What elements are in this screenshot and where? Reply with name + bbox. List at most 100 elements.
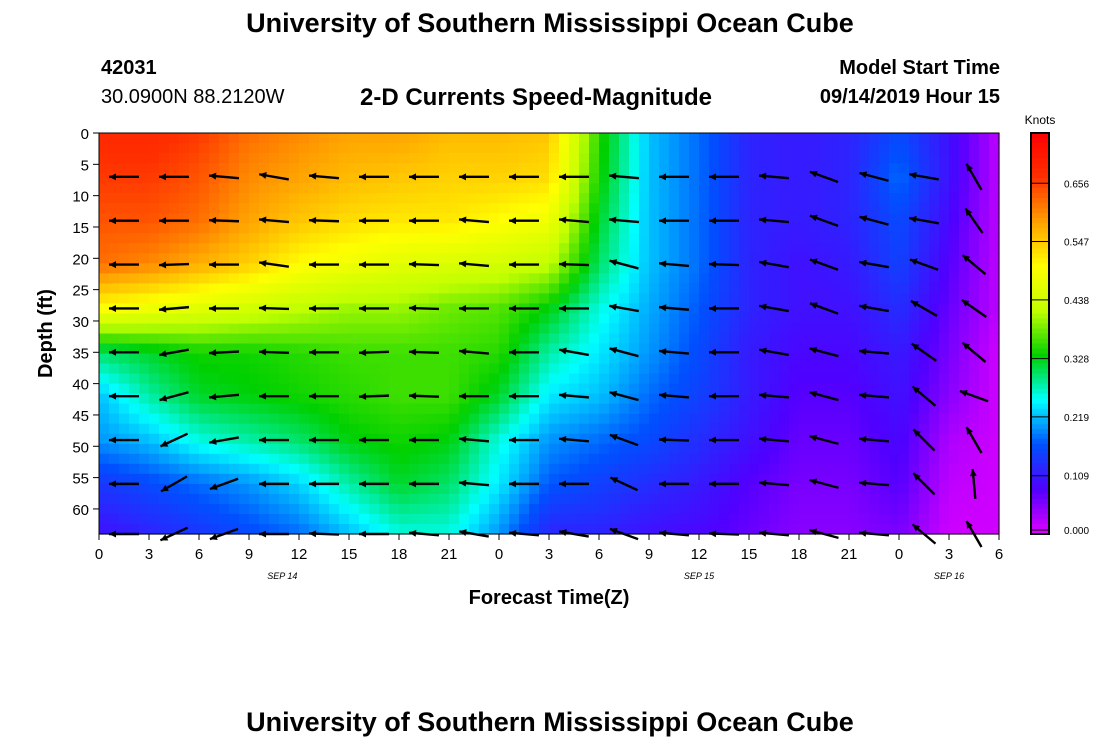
heatmap-cell — [359, 253, 370, 264]
heatmap-cell — [619, 463, 630, 475]
heatmap-cell — [749, 293, 760, 305]
heatmap-cell — [949, 193, 960, 204]
heatmap-cell — [469, 343, 480, 355]
heatmap-cell — [599, 283, 610, 295]
heatmap-cell — [489, 173, 500, 184]
heatmap-cell — [569, 413, 580, 425]
heatmap-cell — [529, 253, 540, 264]
heatmap-cell — [549, 413, 560, 425]
heatmap-cell — [439, 433, 450, 445]
heatmap-cell — [869, 163, 880, 174]
heatmap-cell — [669, 323, 680, 335]
heatmap-cell — [919, 333, 930, 345]
heatmap-cell — [639, 173, 650, 184]
heatmap-cell — [819, 223, 830, 234]
current-vector — [911, 385, 937, 407]
heatmap-cell — [769, 203, 780, 214]
heatmap-cell — [229, 413, 240, 425]
heatmap-cell — [959, 263, 970, 274]
heatmap-cell — [739, 243, 750, 254]
heatmap-cell — [469, 333, 480, 345]
heatmap-cell — [839, 503, 850, 515]
heatmap-cell — [619, 383, 630, 395]
heatmap-cell — [569, 523, 580, 535]
heatmap-cell — [609, 183, 620, 194]
heatmap-cell — [759, 133, 770, 144]
heatmap-cell — [959, 393, 970, 405]
heatmap-cell — [349, 213, 360, 224]
heatmap-cell — [959, 463, 970, 475]
heatmap-cell — [849, 503, 860, 515]
heatmap-cell — [839, 153, 850, 164]
heatmap-cell — [799, 433, 810, 445]
heatmap-cell — [549, 203, 560, 214]
heatmap-cell — [229, 213, 240, 224]
heatmap-cell — [549, 403, 560, 415]
heatmap-cell — [159, 413, 170, 425]
heatmap-cell — [829, 503, 840, 515]
heatmap-cell — [229, 253, 240, 264]
heatmap-cell — [829, 213, 840, 224]
heatmap-cell — [799, 223, 810, 234]
heatmap-cell — [419, 513, 430, 525]
heatmap-cell — [369, 323, 380, 335]
heatmap-cell — [719, 413, 730, 425]
heatmap-cell — [879, 493, 890, 505]
heatmap-cell — [409, 243, 420, 254]
heatmap-cell — [599, 333, 610, 345]
heatmap-cell — [269, 193, 280, 204]
heatmap-cell — [959, 363, 970, 375]
heatmap-cell — [869, 403, 880, 415]
heatmap-cell — [349, 203, 360, 214]
heatmap-cell — [989, 283, 1000, 295]
current-vector — [258, 348, 290, 356]
heatmap-cell — [109, 483, 120, 495]
heatmap-cell — [309, 483, 320, 495]
heatmap-cell — [329, 393, 340, 405]
heatmap-cell — [699, 343, 710, 355]
heatmap-cell — [259, 243, 270, 254]
heatmap-cell — [239, 443, 250, 455]
heatmap-cell — [169, 353, 180, 365]
heatmap-cell — [619, 273, 630, 284]
heatmap-cell — [189, 193, 200, 204]
heatmap-cell — [439, 143, 450, 154]
heatmap-cell — [449, 333, 460, 345]
heatmap-cell — [329, 493, 340, 505]
heatmap-cell — [699, 253, 710, 264]
heatmap-cell — [239, 363, 250, 375]
heatmap-cell — [269, 363, 280, 375]
heatmap-cell — [449, 273, 460, 284]
heatmap-cell — [839, 133, 850, 144]
heatmap-cell — [989, 143, 1000, 154]
heatmap-cell — [639, 153, 650, 164]
heatmap-cell — [919, 313, 930, 325]
heatmap-cell — [609, 493, 620, 505]
heatmap-cell — [489, 493, 500, 505]
heatmap-cell — [659, 453, 670, 465]
heatmap-cell — [819, 453, 830, 465]
heatmap-cell — [139, 343, 150, 355]
heatmap-cell — [229, 443, 240, 455]
heatmap-cell — [709, 133, 720, 144]
heatmap-cell — [669, 513, 680, 525]
heatmap-cell — [649, 373, 660, 385]
heatmap-cell — [589, 403, 600, 415]
heatmap-cell — [889, 383, 900, 395]
heatmap-cell — [799, 423, 810, 435]
heatmap-cell — [859, 333, 870, 345]
heatmap-cell — [959, 243, 970, 254]
heatmap-cell — [259, 153, 270, 164]
heatmap-cell — [849, 223, 860, 234]
heatmap-cell — [619, 353, 630, 365]
heatmap-cell — [309, 273, 320, 284]
heatmap-cell — [899, 243, 910, 254]
heatmap-cell — [469, 473, 480, 485]
heatmap-cell — [929, 383, 940, 395]
heatmap-cell — [259, 173, 270, 184]
heatmap-cell — [449, 403, 460, 415]
heatmap-cell — [879, 343, 890, 355]
heatmap-cell — [639, 243, 650, 254]
heatmap-cell — [679, 343, 690, 355]
heatmap-cell — [879, 253, 890, 264]
